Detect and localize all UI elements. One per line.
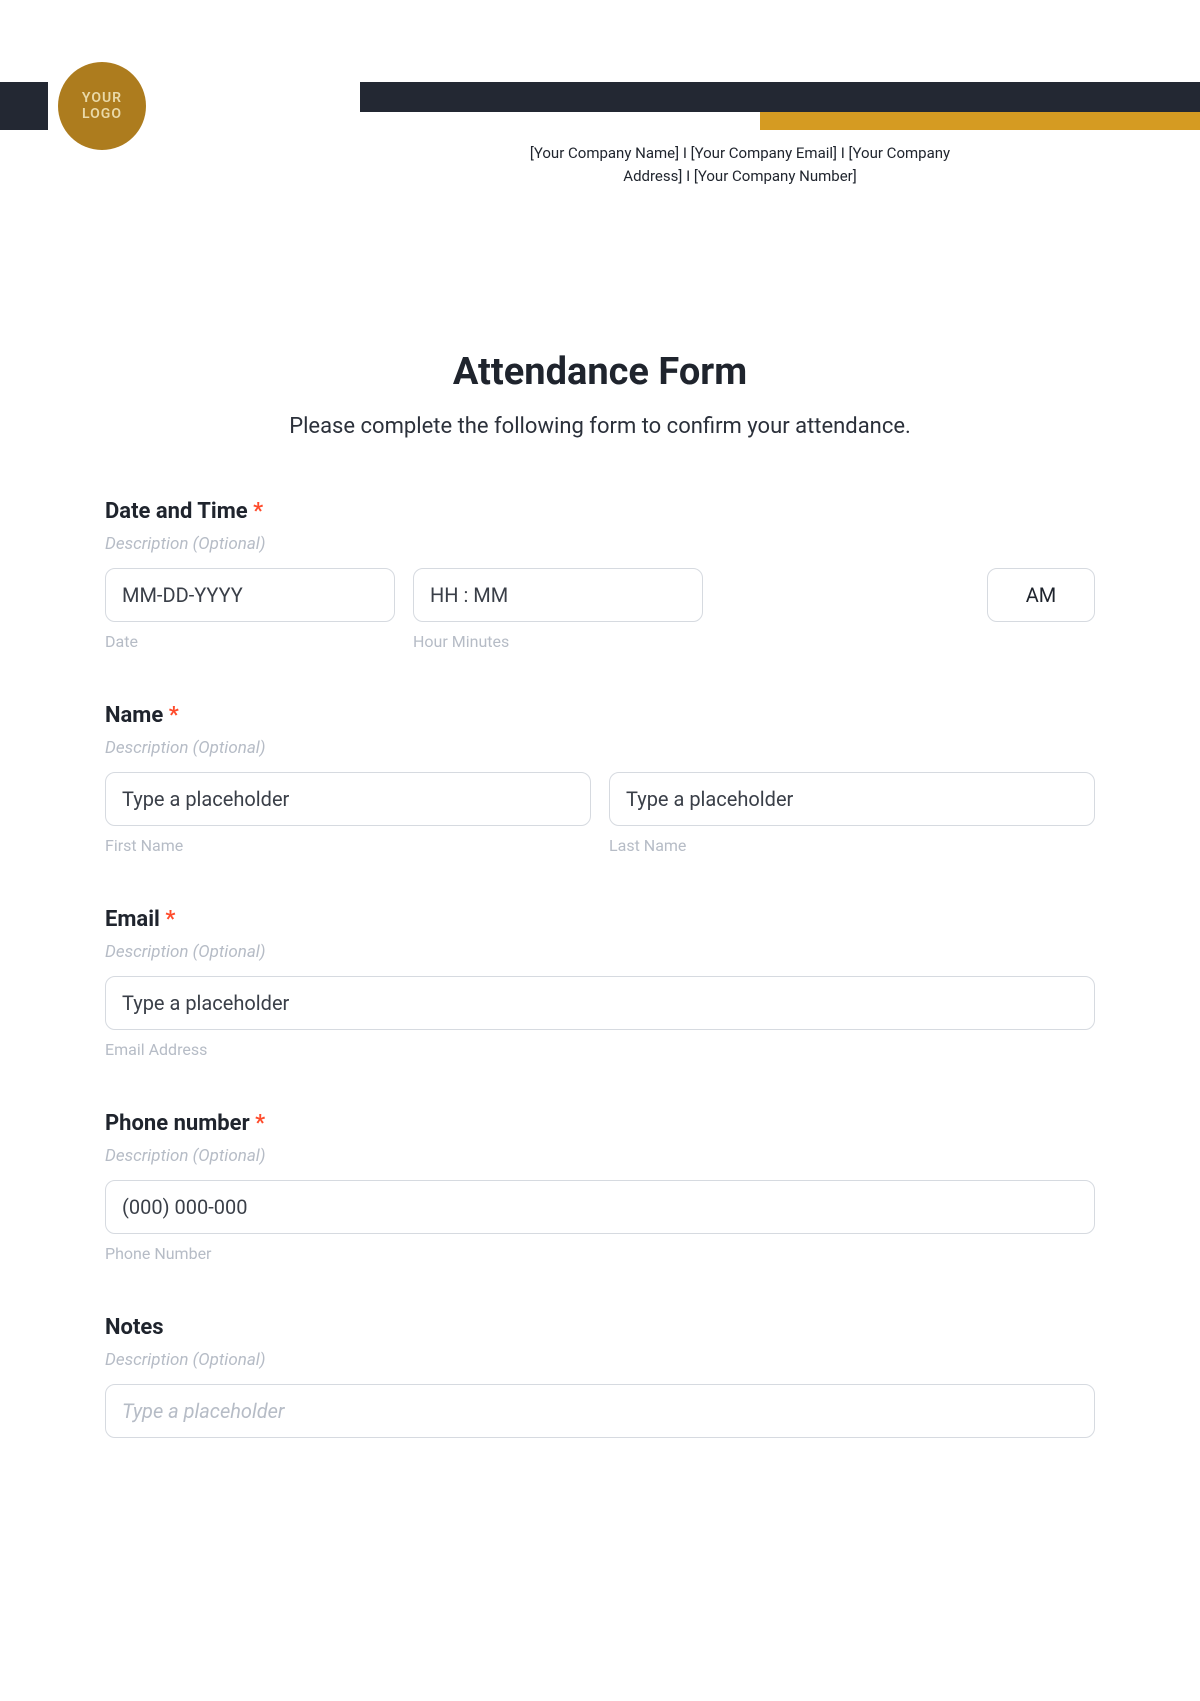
- required-mark: *: [255, 1111, 265, 1136]
- last-name-sublabel: Last Name: [609, 836, 1095, 855]
- first-name-input[interactable]: [105, 772, 591, 826]
- time-sublabel: Hour Minutes: [413, 632, 703, 651]
- logo-text-line1: YOUR: [82, 90, 122, 106]
- datetime-description: Description (Optional): [105, 534, 1095, 554]
- email-label-text: Email: [105, 907, 160, 932]
- ampm-toggle[interactable]: AM: [987, 568, 1095, 622]
- email-input[interactable]: [105, 976, 1095, 1030]
- logo: YOUR LOGO: [58, 62, 146, 150]
- phone-label-text: Phone number: [105, 1111, 250, 1136]
- notes-label-text: Notes: [105, 1315, 164, 1340]
- last-name-input[interactable]: [609, 772, 1095, 826]
- section-email: Email * Description (Optional) Email Add…: [105, 907, 1095, 1059]
- required-mark: *: [169, 703, 179, 728]
- first-name-sublabel: First Name: [105, 836, 591, 855]
- required-mark: *: [165, 907, 175, 932]
- phone-sublabel: Phone Number: [105, 1244, 1095, 1263]
- company-info: [Your Company Name] I [Your Company Emai…: [520, 142, 960, 189]
- page-subtitle: Please complete the following form to co…: [105, 414, 1095, 439]
- date-input[interactable]: [105, 568, 395, 622]
- form-body: Attendance Form Please complete the foll…: [0, 130, 1200, 1498]
- section-phone: Phone number * Description (Optional) Ph…: [105, 1111, 1095, 1263]
- required-mark: *: [253, 499, 263, 524]
- email-label: Email *: [105, 907, 1095, 932]
- logo-text-line2: LOGO: [82, 106, 122, 122]
- header: YOUR LOGO: [0, 0, 1200, 130]
- notes-label: Notes: [105, 1315, 1095, 1340]
- section-name: Name * Description (Optional) First Name…: [105, 703, 1095, 855]
- section-datetime: Date and Time * Description (Optional) D…: [105, 499, 1095, 651]
- datetime-label-text: Date and Time: [105, 499, 248, 524]
- phone-label: Phone number *: [105, 1111, 1095, 1136]
- page-title: Attendance Form: [105, 350, 1095, 394]
- header-left-block: [0, 82, 48, 130]
- email-sublabel: Email Address: [105, 1040, 1095, 1059]
- phone-input[interactable]: [105, 1180, 1095, 1234]
- time-input[interactable]: [413, 568, 703, 622]
- date-sublabel: Date: [105, 632, 395, 651]
- header-bar-dark: [360, 82, 1200, 112]
- section-notes: Notes Description (Optional): [105, 1315, 1095, 1438]
- notes-input[interactable]: [105, 1384, 1095, 1438]
- notes-description: Description (Optional): [105, 1350, 1095, 1370]
- header-bar-gold: [760, 112, 1200, 130]
- phone-description: Description (Optional): [105, 1146, 1095, 1166]
- name-description: Description (Optional): [105, 738, 1095, 758]
- name-label-text: Name: [105, 703, 163, 728]
- email-description: Description (Optional): [105, 942, 1095, 962]
- datetime-label: Date and Time *: [105, 499, 1095, 524]
- name-label: Name *: [105, 703, 1095, 728]
